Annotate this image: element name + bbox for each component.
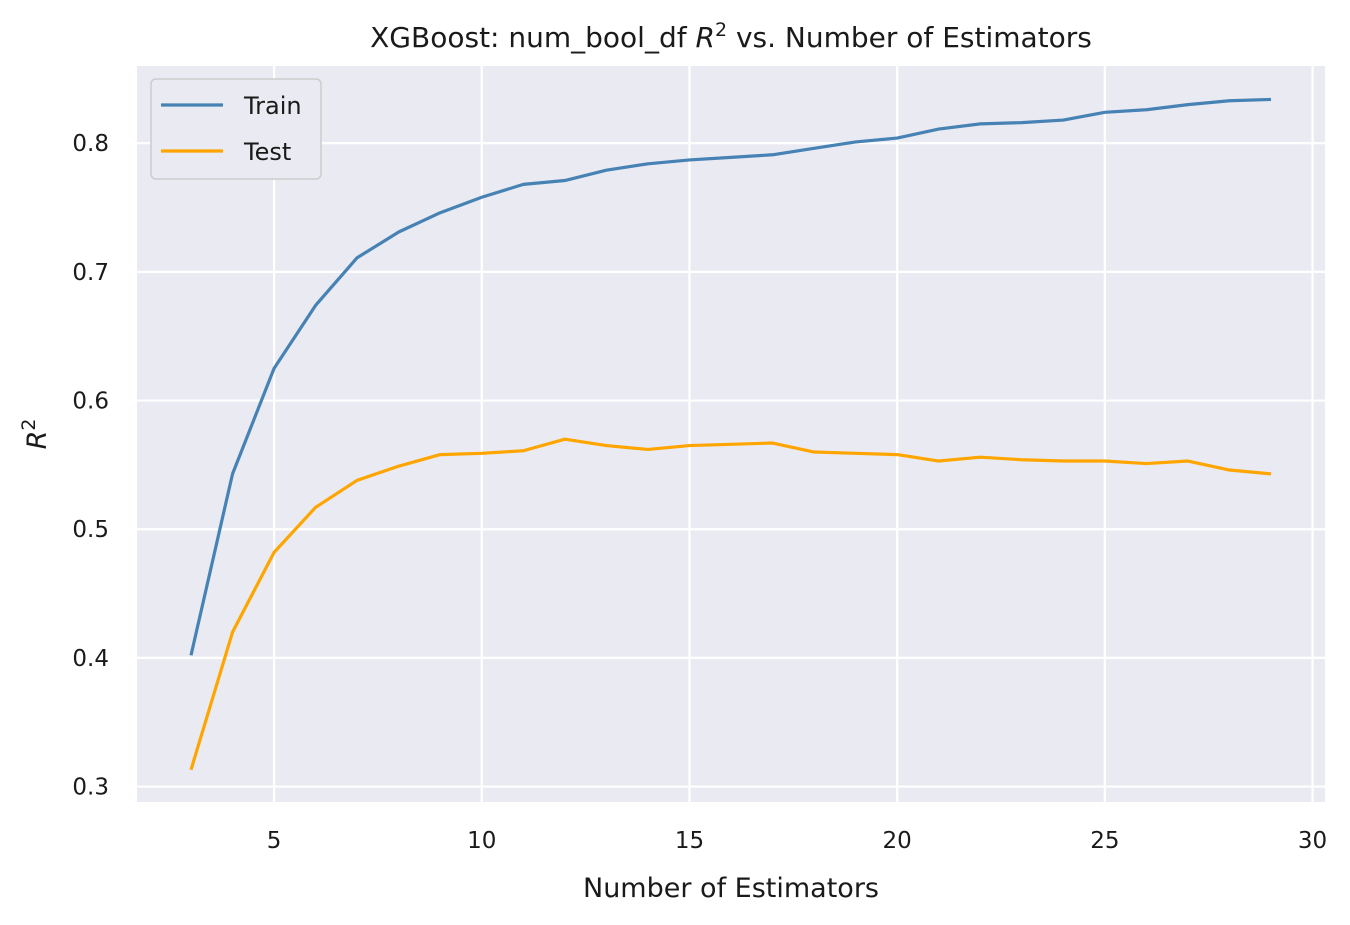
x-tick-label: 15 bbox=[675, 828, 704, 854]
chart-title: XGBoost: num_bool_df R2 vs. Number of Es… bbox=[370, 19, 1092, 54]
y-gridlines bbox=[137, 142, 1325, 788]
y-tick-labels: 0.3 0.4 0.5 0.6 0.7 0.8 bbox=[72, 131, 109, 800]
y-tick-label: 0.8 bbox=[72, 131, 109, 157]
plot-area bbox=[137, 66, 1325, 802]
series-line-train bbox=[189, 97, 1272, 656]
legend: Train Test bbox=[150, 78, 322, 180]
legend-label-train: Train bbox=[243, 92, 302, 120]
y-tick-label: 0.5 bbox=[72, 517, 109, 543]
series-line-test bbox=[189, 437, 1272, 771]
x-tick-label: 10 bbox=[467, 828, 496, 854]
y-tick-label: 0.4 bbox=[72, 646, 109, 672]
x-tick-label: 5 bbox=[267, 828, 282, 854]
x-tick-label: 25 bbox=[1090, 828, 1119, 854]
legend-label-test: Test bbox=[243, 138, 291, 166]
y-tick-label: 0.6 bbox=[72, 389, 109, 415]
y-tick-label: 0.3 bbox=[72, 775, 109, 801]
y-axis-label: R2 bbox=[18, 419, 53, 450]
x-axis-label: Number of Estimators bbox=[583, 873, 879, 904]
x-tick-label: 30 bbox=[1298, 828, 1327, 854]
x-tick-label: 20 bbox=[883, 828, 912, 854]
y-tick-label: 0.7 bbox=[72, 260, 109, 286]
x-tick-labels: 5 10 15 20 25 30 bbox=[267, 828, 1327, 854]
x-gridlines bbox=[272, 66, 1314, 802]
series-layer bbox=[189, 97, 1272, 771]
